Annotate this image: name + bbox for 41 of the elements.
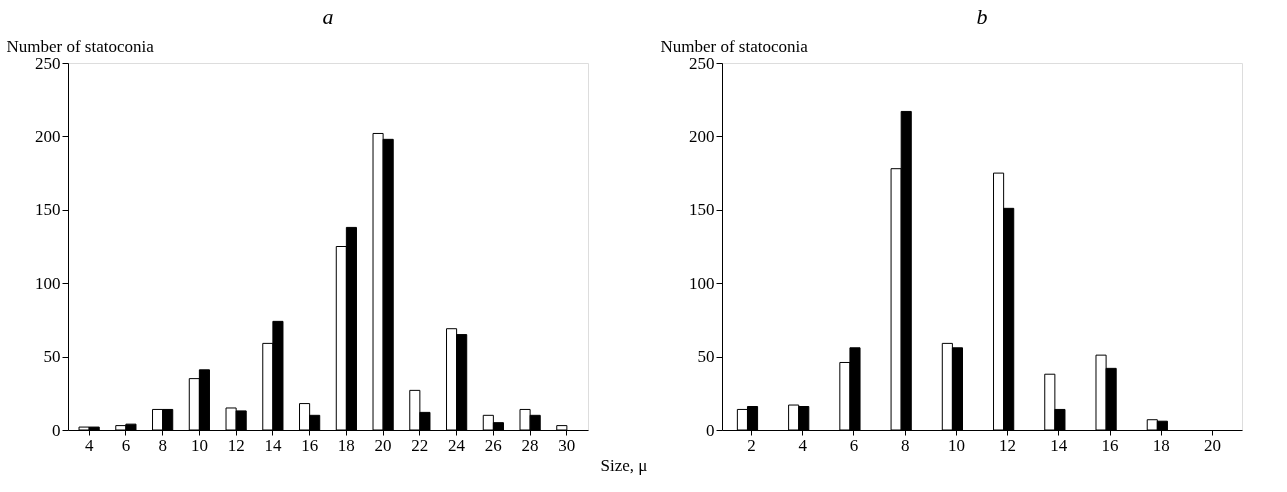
x-tick-label: 14 — [1050, 435, 1068, 455]
x-tick-label: 10 — [947, 435, 965, 455]
x-tick-label: 4 — [84, 435, 94, 455]
y-tick-label: 150 — [689, 200, 715, 220]
y-tick-label: 250 — [35, 53, 61, 73]
x-tick-label: 6 — [849, 435, 859, 455]
y-tick-label: 50 — [697, 347, 715, 367]
y-tick-label: 100 — [35, 273, 61, 293]
x-tick-label: 4 — [798, 435, 808, 455]
x-tick-label: 20 — [1204, 435, 1222, 455]
x-tick-label: 20 — [374, 435, 392, 455]
y-tick-label: 100 — [689, 273, 715, 293]
y-tick-label: 0 — [52, 420, 61, 440]
x-tick-label: 2 — [747, 435, 756, 455]
y-tick-label: 200 — [35, 126, 61, 146]
x-tick-label: 18 — [1152, 435, 1170, 455]
y-tick-label: 150 — [35, 200, 61, 220]
y-tick-label: 200 — [689, 126, 715, 146]
x-tick-label: 16 — [301, 435, 319, 455]
x-tick-label: 24 — [448, 435, 466, 455]
x-tick-label: 12 — [227, 435, 245, 455]
chart-title: b — [976, 4, 988, 29]
y-axis-title: Number of statoconia — [660, 36, 809, 56]
x-tick-label: 12 — [999, 435, 1017, 455]
x-tick-label: 28 — [521, 435, 539, 455]
y-tick-label: 50 — [43, 347, 61, 367]
x-tick-label: 10 — [190, 435, 208, 455]
y-tick-label: 0 — [706, 420, 715, 440]
x-tick-label: 30 — [558, 435, 576, 455]
x-tick-label: 6 — [121, 435, 131, 455]
x-tick-label: 8 — [900, 435, 910, 455]
x-tick-label: 8 — [158, 435, 167, 455]
x-tick-label: 16 — [1101, 435, 1119, 455]
x-axis-title: Size, μ — [600, 455, 648, 475]
x-tick-label: 14 — [264, 435, 282, 455]
x-tick-label: 22 — [411, 435, 429, 455]
chart-title: a — [322, 4, 334, 29]
x-tick-label: 26 — [484, 435, 502, 455]
y-axis-title: Number of statoconia — [6, 36, 155, 56]
y-tick-label: 250 — [689, 53, 715, 73]
x-tick-label: 18 — [337, 435, 355, 455]
